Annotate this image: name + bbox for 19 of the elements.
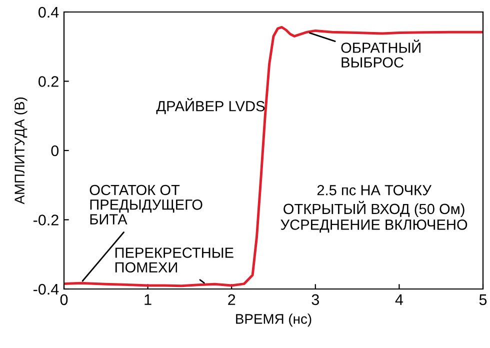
y-tick-label: 0.2 xyxy=(38,76,58,87)
y-tick-label: 0 xyxy=(51,145,59,156)
x-tick-label: 4 xyxy=(395,294,403,305)
annotation: ПЕРЕКРЕСТНЫЕ ПОМЕХИ xyxy=(115,248,234,273)
x-tick-label: 1 xyxy=(144,294,152,305)
y-tick-label: 0.4 xyxy=(38,6,59,18)
y-axis-title: АМПЛИТУДА (В) xyxy=(14,98,28,204)
annotation: 2.5 пс НА ТОЧКУ ОТКРЫТЫЙ ВХОД (50 Ом) УСРЕДНЕНИЕ ВКЛЮЧЕНО xyxy=(280,185,468,233)
x-tick-label: 0 xyxy=(60,294,68,306)
x-tick-label: 5 xyxy=(479,294,487,306)
annotation: ОСТАТОК ОТ ПРЕДЫДУЩЕГО БИТА xyxy=(90,184,202,224)
y-tick-label: -0.2 xyxy=(33,214,58,226)
line-series xyxy=(64,26,483,288)
x-axis-title: ВРЕМЯ (нс) xyxy=(236,314,312,327)
annotation: ОБРАТНЫЙ ВЫБРОС xyxy=(341,40,420,68)
x-tick-label: 2 xyxy=(228,294,236,305)
annotation: ДРАЙВЕР LVDS xyxy=(156,98,265,114)
x-tick-label: 3 xyxy=(312,294,319,306)
y-tick-label: -0.4 xyxy=(33,284,59,295)
